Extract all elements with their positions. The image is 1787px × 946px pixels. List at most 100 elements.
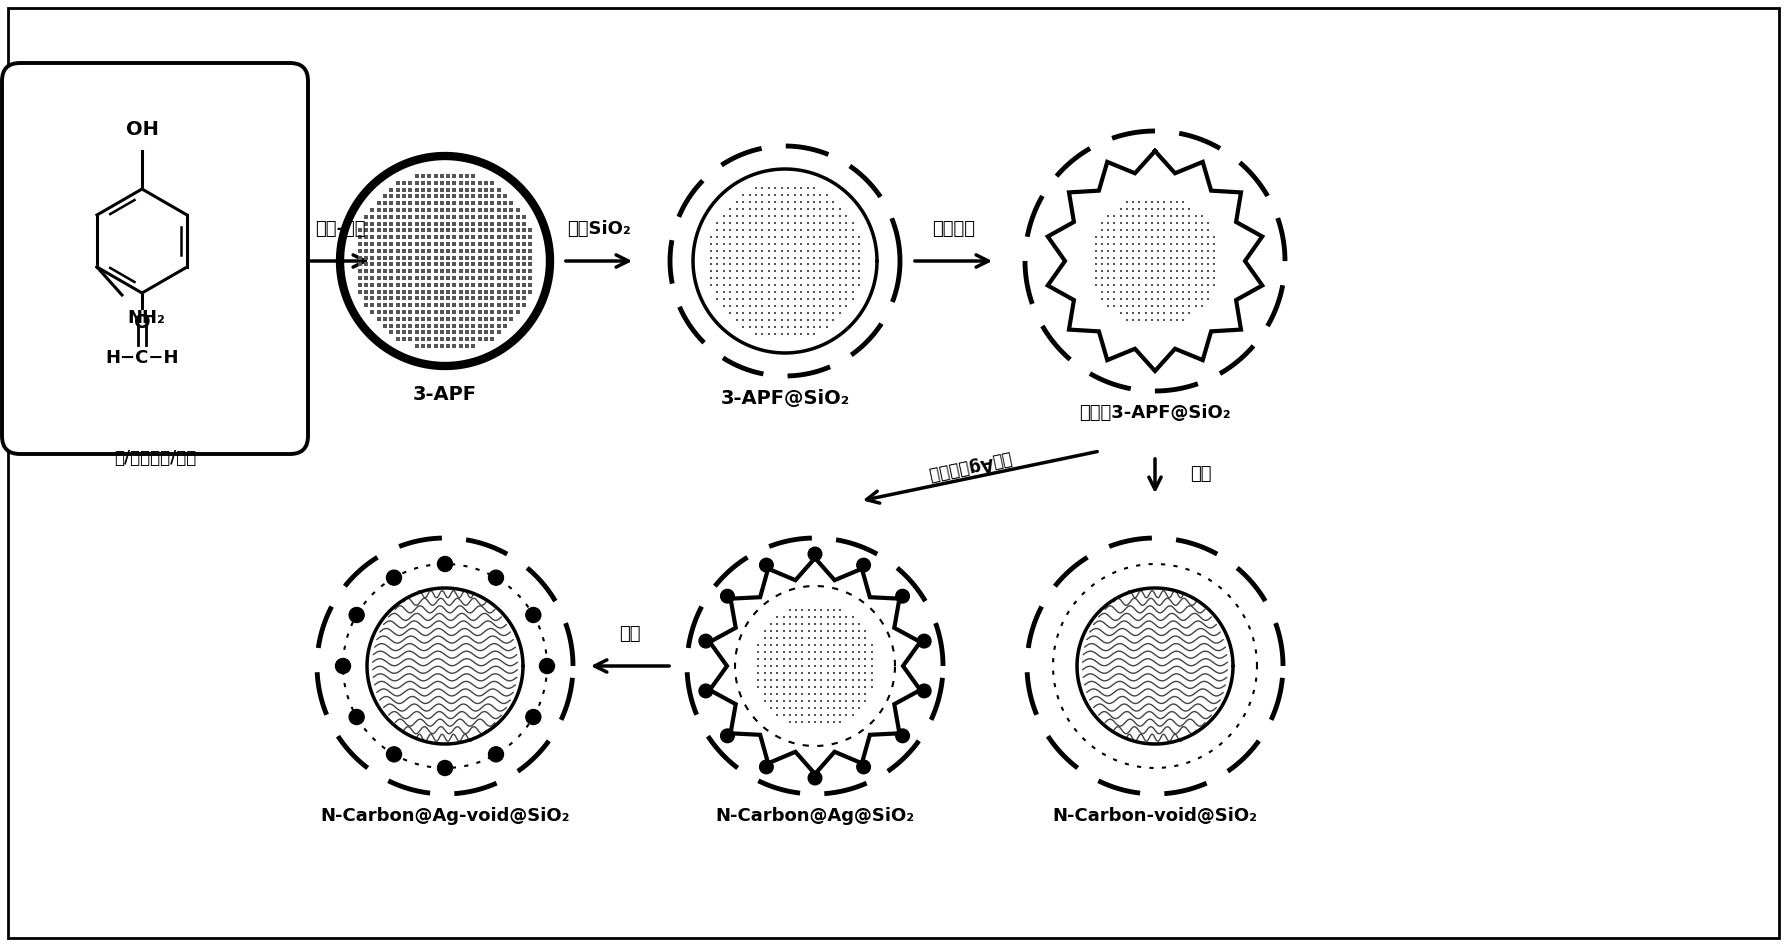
Point [1188, 216, 1217, 231]
Point [845, 673, 874, 688]
Point [751, 658, 779, 674]
Point [697, 243, 726, 258]
Point [788, 603, 817, 618]
Point [793, 271, 822, 286]
Point [1138, 277, 1167, 292]
Point [781, 292, 810, 307]
Point [729, 208, 758, 223]
Point [786, 208, 815, 223]
Point [1144, 257, 1172, 272]
Point [427, 243, 456, 258]
Point [427, 223, 456, 238]
Point [1176, 306, 1204, 321]
Point [472, 305, 500, 320]
Point [427, 230, 456, 245]
Point [447, 271, 475, 286]
Point [722, 229, 751, 244]
Point [742, 299, 770, 314]
Point [491, 223, 520, 238]
Point [484, 182, 513, 197]
Point [826, 292, 854, 307]
Text: N-Carbon@Ag-void@SiO₂: N-Carbon@Ag-void@SiO₂ [320, 807, 570, 825]
Point [818, 222, 847, 237]
Point [1156, 312, 1185, 327]
Point [788, 609, 817, 624]
Point [422, 256, 450, 272]
Point [447, 332, 475, 347]
Point [722, 292, 751, 307]
Point [1201, 243, 1229, 258]
Point [1094, 298, 1122, 313]
Point [434, 264, 463, 279]
Point [793, 187, 822, 202]
Point [472, 311, 500, 326]
Point [722, 285, 751, 300]
Point [845, 700, 874, 715]
Point [1194, 277, 1222, 292]
Point [427, 250, 456, 265]
Point [767, 257, 795, 272]
Point [370, 243, 399, 258]
Point [781, 236, 810, 251]
Point [382, 243, 411, 258]
Point [729, 194, 758, 209]
Point [722, 250, 751, 265]
Point [459, 168, 488, 184]
Point [1163, 298, 1192, 313]
Point [776, 603, 804, 618]
Point [858, 652, 886, 667]
Point [751, 638, 779, 653]
Point [1131, 236, 1160, 252]
Point [422, 271, 450, 286]
Point [783, 700, 811, 715]
Point [717, 208, 745, 223]
Point [434, 182, 463, 197]
Point [415, 284, 443, 299]
Point [1156, 236, 1185, 252]
Point [786, 320, 815, 335]
Point [472, 230, 500, 245]
Point [479, 216, 508, 231]
Point [826, 257, 854, 272]
Point [1151, 306, 1179, 321]
Point [1094, 222, 1122, 237]
Point [390, 277, 418, 292]
Point [722, 208, 751, 223]
Point [377, 250, 406, 265]
Point [826, 673, 854, 688]
Point [717, 243, 745, 258]
Point [491, 271, 520, 286]
Point [377, 223, 406, 238]
Point [776, 708, 804, 723]
Point [813, 623, 842, 639]
Point [1138, 257, 1167, 272]
Point [786, 285, 815, 300]
Point [754, 208, 783, 223]
Point [813, 264, 842, 279]
Point [1088, 236, 1117, 252]
Point [813, 609, 842, 624]
Point [734, 250, 763, 265]
Point [1131, 285, 1160, 300]
Point [793, 320, 822, 335]
Point [1094, 243, 1122, 258]
Point [813, 320, 842, 335]
Point [818, 278, 847, 293]
Point [734, 264, 763, 279]
Point [838, 658, 867, 674]
Point [761, 257, 790, 272]
Point [497, 243, 525, 258]
Point [1106, 222, 1135, 237]
Point [452, 298, 481, 313]
Point [761, 327, 790, 342]
Point [434, 290, 463, 306]
Point [768, 665, 797, 680]
Point [422, 298, 450, 313]
Point [415, 230, 443, 245]
Point [813, 250, 842, 265]
Point [382, 271, 411, 286]
Point [734, 285, 763, 300]
Point [749, 278, 777, 293]
Point [831, 222, 860, 237]
Point [365, 209, 393, 224]
